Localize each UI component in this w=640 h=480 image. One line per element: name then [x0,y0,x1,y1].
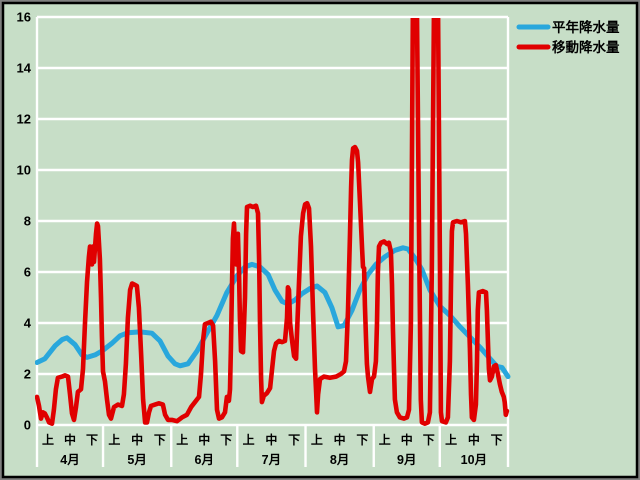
period-label: 中 [401,432,413,447]
normal-precip-line [35,245,511,380]
period-label: 中 [468,432,480,447]
y-tick-label: 4 [24,316,32,331]
period-label: 上 [445,432,457,447]
y-tick-label: 0 [24,418,31,433]
period-label: 下 [154,433,166,447]
y-tick-label: 16 [17,10,31,25]
y-tick-label: 10 [17,163,31,178]
period-label: 上 [379,432,391,447]
period-label: 下 [288,433,300,447]
month-label: 4月 [60,453,79,467]
month-label: 5月 [127,453,146,467]
period-label: 中 [198,432,210,447]
period-label: 上 [42,432,54,447]
period-label: 中 [334,432,346,447]
period-label: 上 [108,432,120,447]
period-label: 中 [64,432,76,447]
period-label: 下 [423,433,435,447]
y-tick-label: 12 [17,112,31,127]
period-label: 上 [243,432,255,447]
moving-precip-line [35,18,510,427]
month-label: 8月 [330,453,349,467]
month-label: 9月 [397,453,416,467]
month-label: 10月 [461,453,487,467]
period-label: 下 [491,433,503,447]
legend-label: 移動降水量 [552,39,620,55]
y-tick-label: 6 [24,265,31,280]
period-label: 上 [311,432,323,447]
month-label: 7月 [262,453,281,467]
period-label: 下 [220,433,232,447]
period-label: 中 [131,432,143,447]
y-tick-label: 8 [24,214,31,229]
y-tick-label: 14 [17,61,32,76]
period-label: 下 [86,433,98,447]
period-label: 下 [356,433,368,447]
y-tick-label: 2 [24,367,31,382]
month-label: 6月 [195,453,214,467]
legend-label: 平年降水量 [552,19,620,35]
period-label: 中 [265,432,277,447]
period-label: 上 [176,432,188,447]
